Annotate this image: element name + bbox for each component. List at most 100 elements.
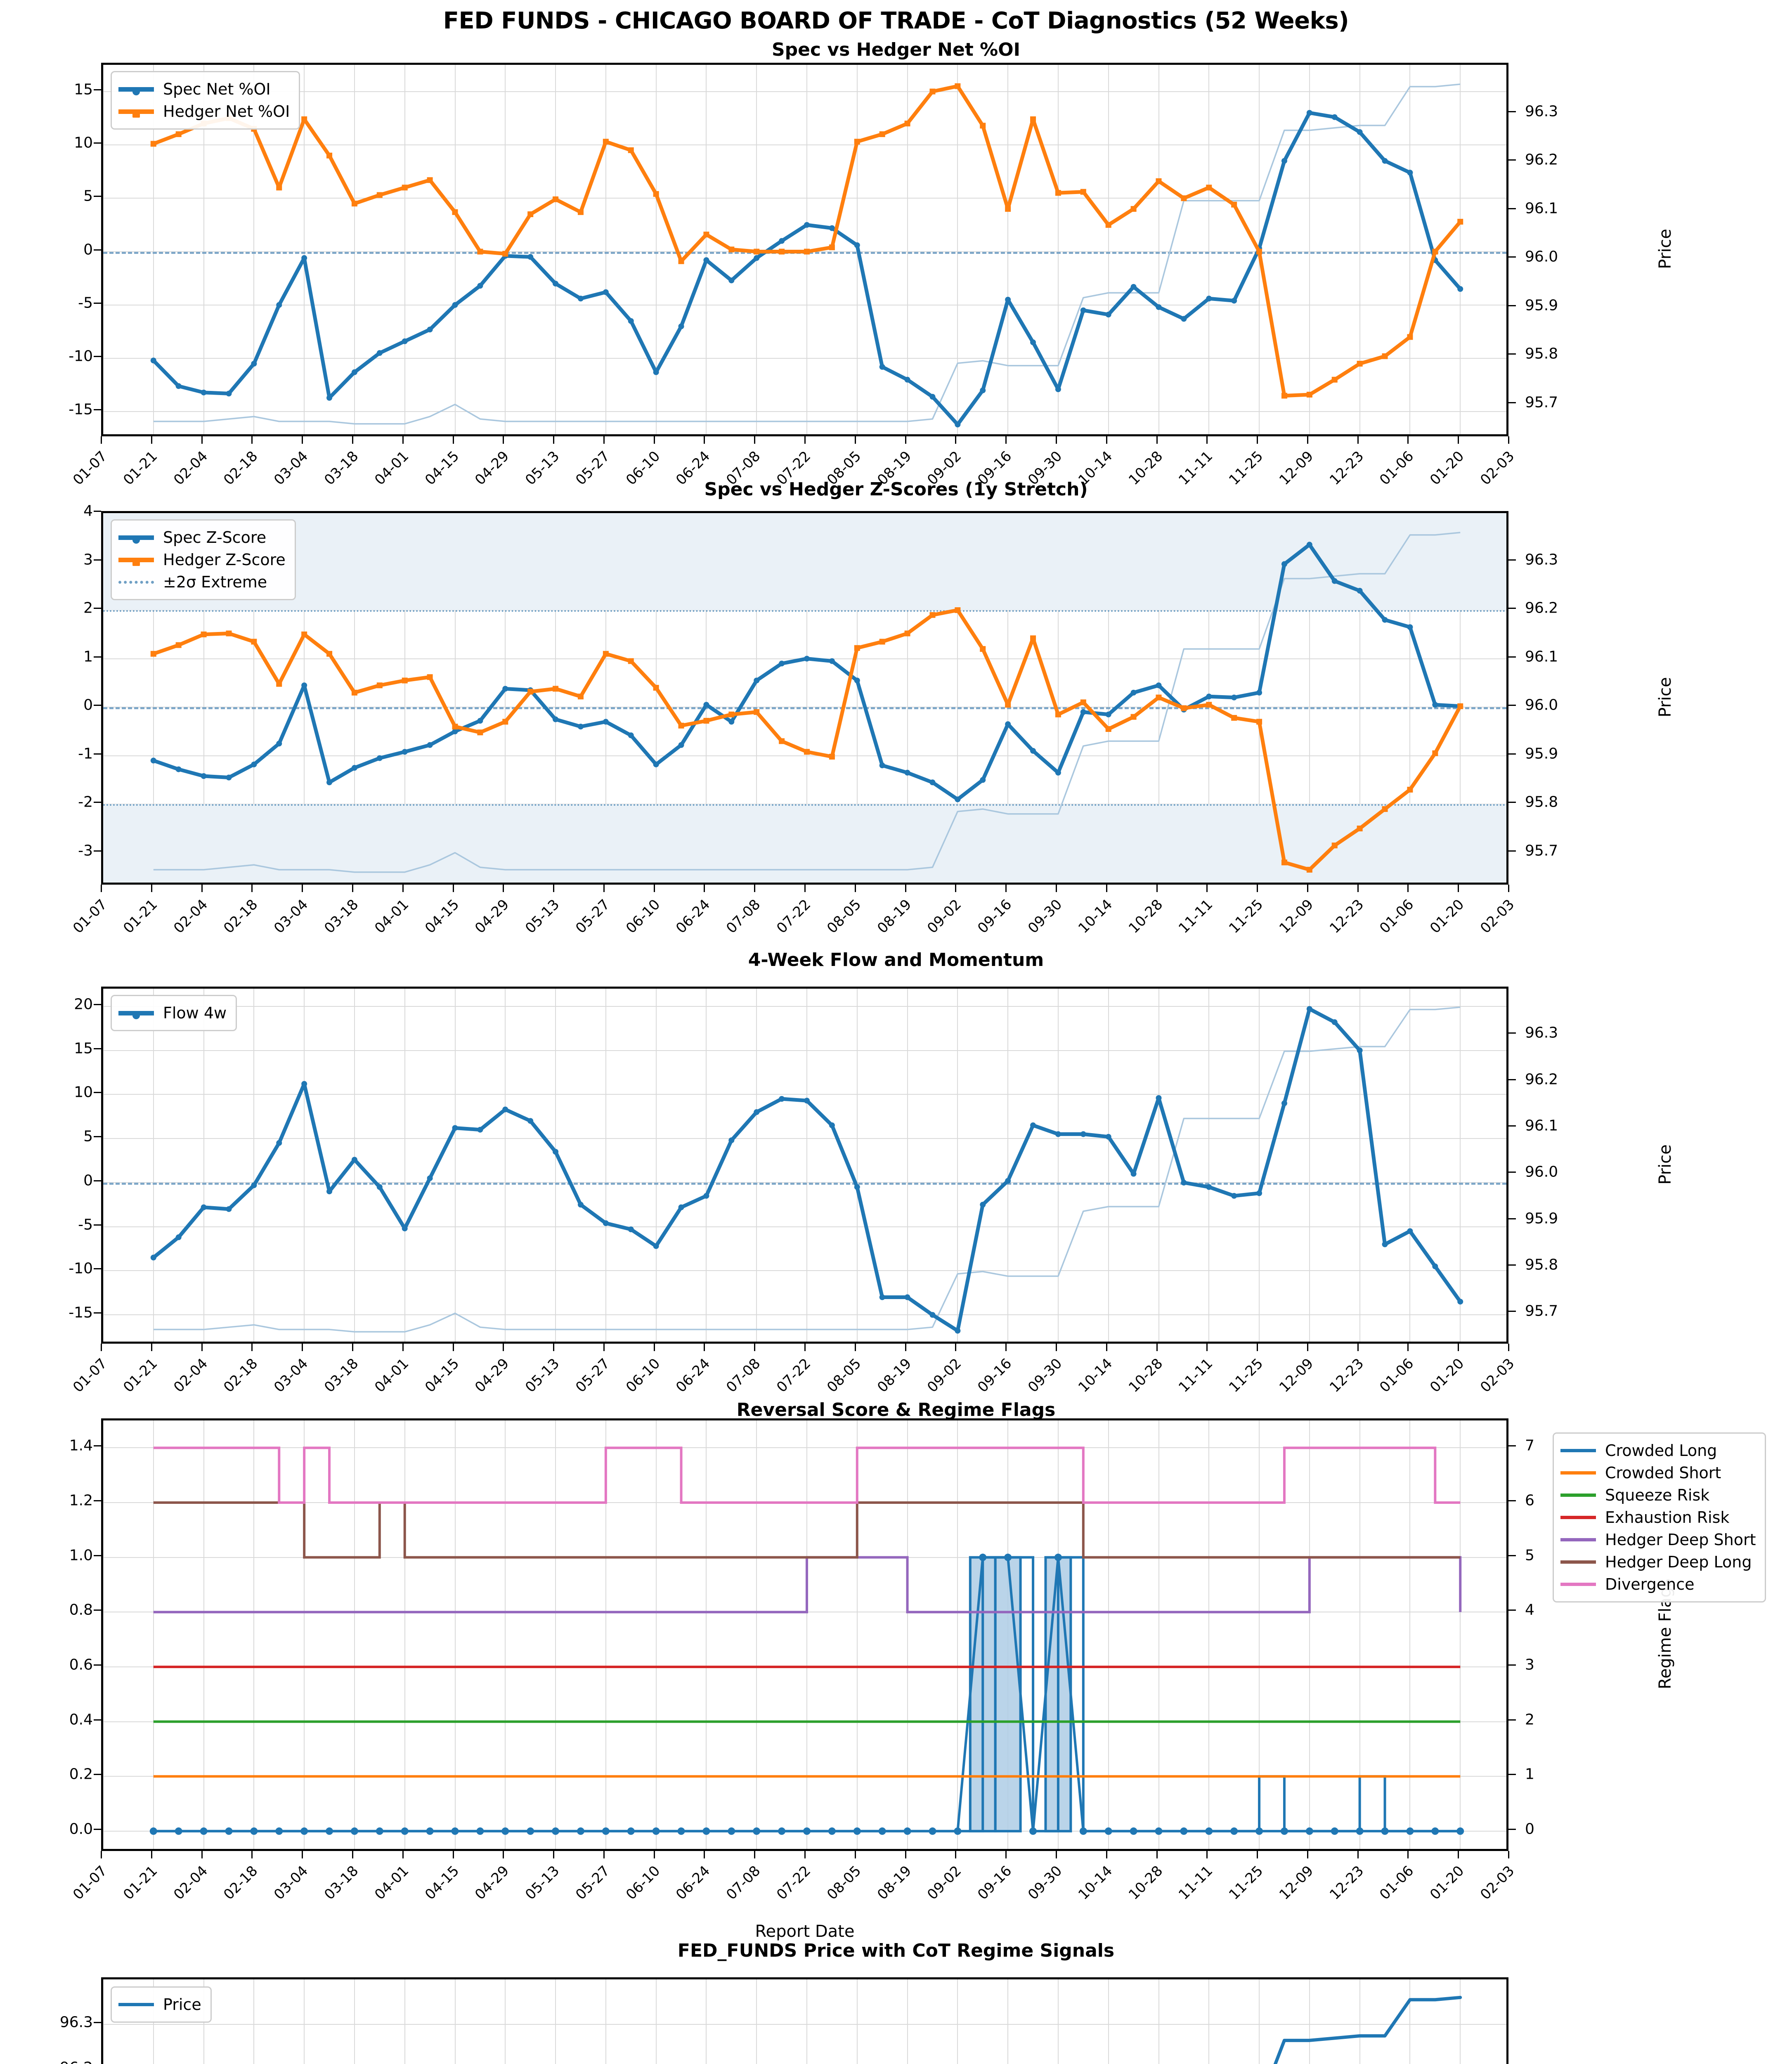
gridline-vertical — [404, 1420, 405, 1849]
series-point — [1306, 1006, 1312, 1012]
legend-panel2[interactable]: Spec Z-Score Hedger Z-Score ±2σ Extreme — [111, 519, 296, 600]
y-axis-tick-mark — [94, 249, 101, 251]
series-point — [628, 658, 634, 664]
gridline-vertical — [253, 1420, 255, 1849]
legend-item[interactable]: Hedger Deep Short — [1560, 1529, 1756, 1551]
legend-item[interactable]: Crowded Long — [1560, 1439, 1756, 1462]
legend-item[interactable]: Exhaustion Risk — [1560, 1506, 1756, 1529]
legend-color-swatch — [118, 557, 154, 566]
y-axis-tick-label: 20 — [74, 996, 93, 1013]
gridline-vertical — [856, 513, 858, 883]
series-point — [326, 779, 333, 786]
series-point — [1331, 114, 1338, 120]
legend-item[interactable]: Hedger Z-Score — [118, 549, 286, 571]
series-point — [603, 139, 609, 145]
y-axis-tick-mark — [94, 1180, 101, 1181]
legend-item[interactable]: Crowded Short — [1560, 1462, 1756, 1484]
series-point — [754, 709, 760, 715]
series-point — [276, 741, 282, 747]
series-point — [477, 249, 483, 255]
legend-item[interactable]: Squeeze Risk — [1560, 1484, 1756, 1506]
legend-item[interactable]: Divergence — [1560, 1573, 1756, 1595]
legend-item[interactable]: Hedger Net %OI — [118, 100, 290, 123]
series-point — [1080, 307, 1086, 313]
x-axis-tick-mark — [1307, 885, 1308, 892]
gridline-vertical — [605, 989, 606, 1342]
series-point — [276, 302, 282, 308]
series-point — [452, 209, 458, 215]
x-axis-tick-mark — [1357, 1851, 1359, 1858]
x-axis-tick-mark — [1005, 436, 1007, 444]
secondary-y-axis-tick-label: 95.9 — [1525, 297, 1558, 314]
zero-reference-line — [103, 1182, 1506, 1185]
x-axis-tick-mark — [603, 1851, 605, 1858]
legend-item[interactable]: Price — [118, 1993, 201, 2016]
extreme-threshold-line — [103, 804, 1506, 806]
gridline-vertical — [706, 65, 707, 434]
gridline-vertical — [1108, 513, 1109, 883]
y-axis-tick-label: 10 — [74, 1084, 93, 1101]
legend-item[interactable]: Flow 4w — [118, 1002, 227, 1024]
series-point — [251, 761, 257, 767]
x-axis-tick-mark — [1005, 1344, 1007, 1351]
series-point — [1331, 578, 1338, 584]
x-axis-tick-mark — [804, 1851, 806, 1858]
secondary-y-axis-tick-mark — [1508, 753, 1516, 755]
x-axis-tick-mark — [704, 436, 705, 444]
panel-1-series-layer — [150, 83, 1463, 428]
series-point — [326, 651, 333, 657]
y-axis-tick-mark — [94, 1828, 101, 1830]
series-point — [1331, 1019, 1338, 1025]
secondary-y-axis-tick-label: 95.9 — [1525, 745, 1558, 762]
panel-1-plot-area — [101, 63, 1508, 436]
gridline-vertical — [555, 65, 556, 434]
y-axis-tick-mark — [94, 1555, 101, 1556]
gridline-vertical — [1057, 65, 1059, 434]
x-axis-tick-mark — [1257, 1344, 1258, 1351]
gridline-vertical — [555, 989, 556, 1342]
series-point — [1206, 1184, 1212, 1190]
x-axis-tick-mark — [302, 1344, 303, 1351]
series-point — [703, 1193, 709, 1199]
gridline-horizontal — [103, 1226, 1506, 1227]
zero-reference-line — [103, 707, 1506, 710]
gridline-vertical — [454, 65, 456, 434]
x-axis-tick-mark — [101, 1344, 102, 1351]
x-axis-tick-mark — [905, 1851, 906, 1858]
gridline-vertical — [1409, 513, 1411, 883]
x-axis-tick-mark — [754, 436, 756, 444]
series-point — [1432, 702, 1438, 708]
legend-item[interactable]: Spec Net %OI — [118, 78, 290, 100]
legend-item[interactable]: Hedger Deep Long — [1560, 1551, 1756, 1573]
y-axis-tick-label: -10 — [69, 348, 93, 365]
y-axis-tick-label: 10 — [74, 134, 93, 151]
gridline-vertical — [153, 513, 154, 883]
legend-panel5[interactable]: Price — [111, 1986, 212, 2023]
legend-panel1[interactable]: Spec Net %OI Hedger Net %OI — [111, 71, 300, 130]
x-axis-tick-mark — [101, 436, 102, 444]
legend-panel4[interactable]: Crowded Long Crowded Short Squeeze Risk Exh… — [1553, 1432, 1766, 1602]
legend-item[interactable]: Spec Z-Score — [118, 526, 286, 549]
series-point — [879, 131, 885, 137]
legend-item[interactable]: ±2σ Extreme — [118, 571, 286, 593]
series-point — [1231, 201, 1237, 208]
x-axis-tick-mark — [704, 1344, 705, 1351]
series-point — [502, 1106, 508, 1112]
legend-marker — [132, 536, 140, 544]
x-axis-tick-mark — [452, 885, 454, 892]
x-axis-tick-mark — [1458, 1851, 1459, 1858]
x-axis-tick-mark — [452, 1344, 454, 1351]
gridline-vertical — [605, 65, 606, 434]
gridline-vertical — [203, 65, 204, 434]
series-point — [1306, 866, 1312, 873]
series-point — [829, 754, 835, 760]
y-axis-tick-label: 1.2 — [69, 1492, 93, 1509]
series-point — [1130, 689, 1137, 696]
gridline-vertical — [1057, 513, 1059, 883]
series-point — [678, 1204, 684, 1210]
series-point — [1105, 726, 1111, 732]
series-point — [1231, 694, 1237, 701]
x-axis-tick-mark — [151, 1344, 152, 1351]
legend-panel3[interactable]: Flow 4w — [111, 995, 237, 1031]
gridline-vertical — [1108, 989, 1109, 1342]
